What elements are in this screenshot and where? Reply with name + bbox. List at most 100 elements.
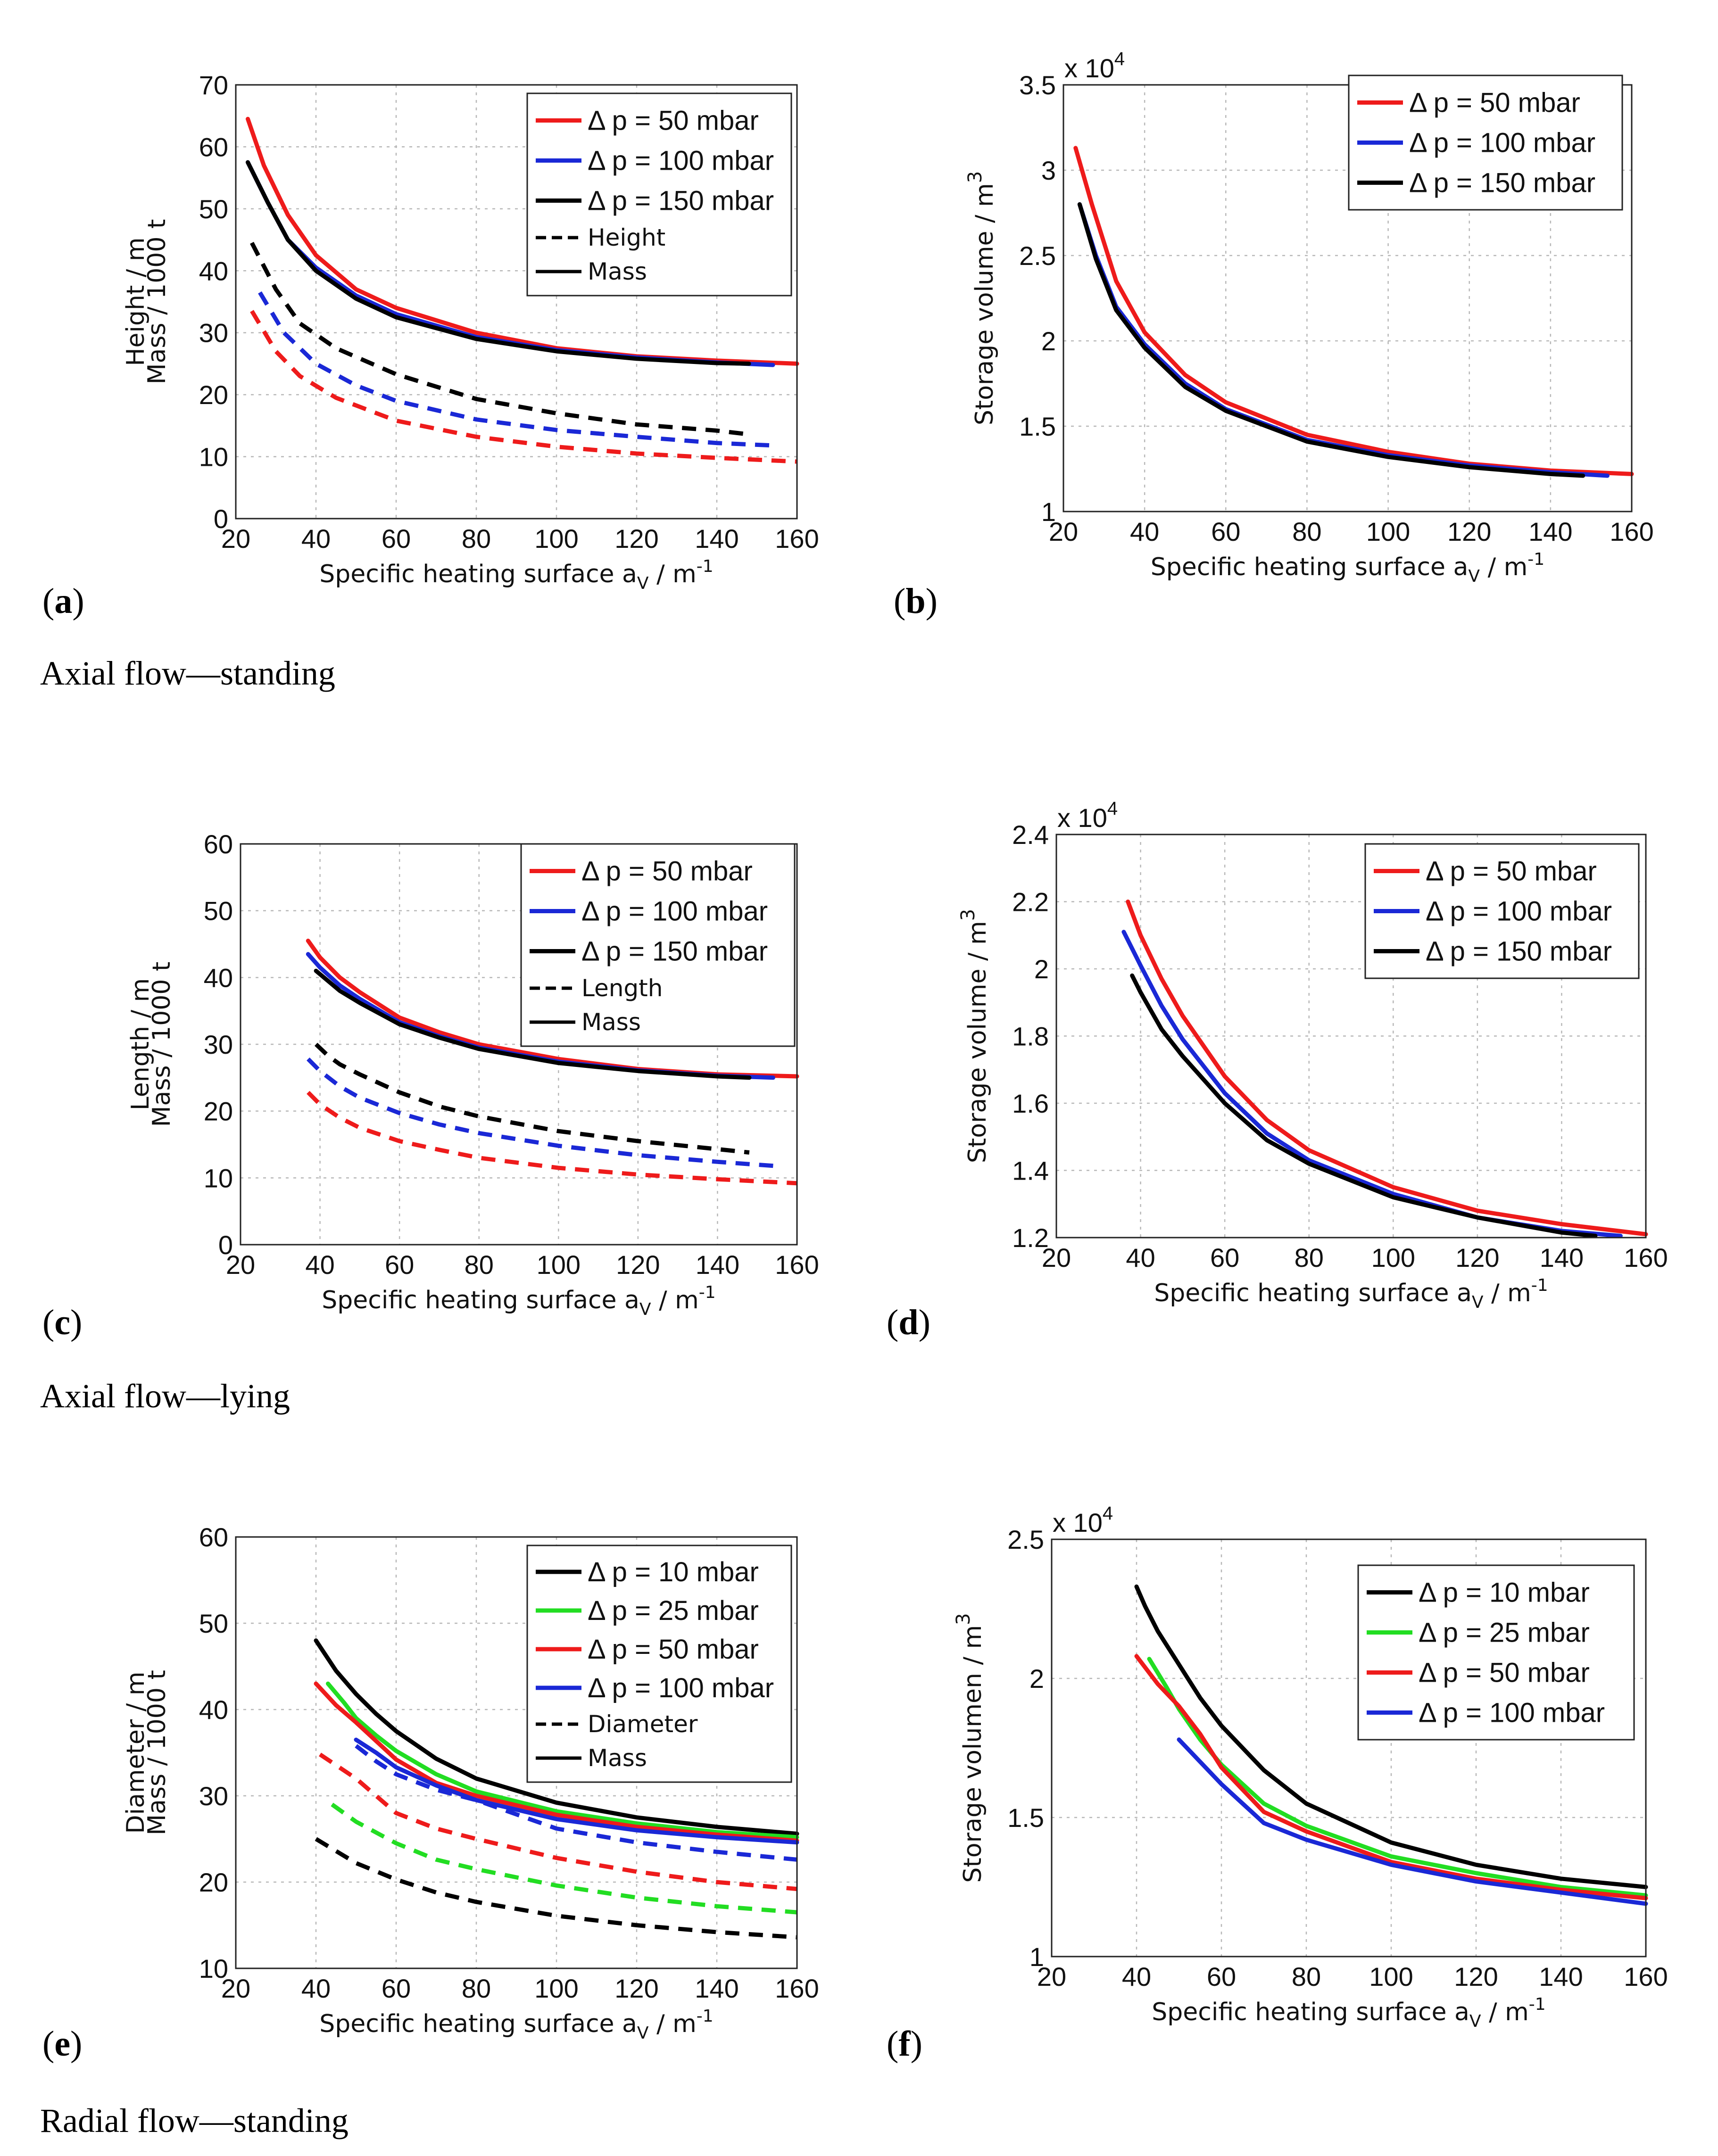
series-line-1 [1134,1584,1648,1889]
x-tick-label: 120 [1447,517,1491,546]
x-axis-label: Specific heating surface aV / m-1 [319,557,713,593]
plot-frame [240,843,798,1246]
legend-label: Δ p = 10 mbar [588,1557,759,1587]
series-line-4 [307,1090,797,1186]
legend: Δ p = 50 mbar Δ p = 100 mbar Δ p = 150 mba… [1348,74,1623,211]
x-tick-label: 40 [1126,1243,1155,1272]
caption-axial-lying: Axial flow—lying [40,1377,290,1415]
y-axis-label: Height / m [122,237,150,366]
y-axis-label: Diameter / m [122,1672,150,1834]
x-tick-label: 120 [614,1974,658,2003]
x-axis-label: Specific heating surface aV / m-1 [322,1283,715,1319]
legend-label: Δ p = 150 mbar [1426,936,1612,967]
legend-label: Δ p = 50 mbar [588,1634,759,1665]
legend: Δ p = 50 mbar Δ p = 100 mbar Δ p = 150 mba… [1364,843,1640,979]
legend-label: Δ p = 100 mbar [588,1673,774,1703]
legend-label: Δ p = 100 mbar [1419,1698,1605,1728]
x-tick-label: 100 [1369,1962,1413,1991]
chart-panel-b: 20 40 60 80 100 120 140 160 1 1.5 2 2.5 3 3.5 x 104 Sto… [894,49,1654,621]
x-tick-label: 40 [301,524,331,553]
y-tick-label: 60 [204,829,233,859]
series-line-5 [258,291,773,448]
series-line-8 [355,1744,797,1862]
x-tick-label: 60 [385,1250,414,1280]
legend-label: Δ p = 100 mbar [1426,896,1612,927]
x-tick-label: 80 [462,524,491,553]
y-tick-label: 60 [199,132,228,162]
y-tick-label: 10 [199,1954,228,1983]
series-line-5 [307,1057,773,1168]
x-tick-label: 100 [534,524,578,553]
legend-label: Δ p = 50 mbar [588,106,759,136]
panel-label: (e) [42,2024,82,2064]
series-line-4 [1177,1737,1648,1906]
series-line-4 [354,1737,799,1845]
chart-panel-f: 20 40 60 80 100 120 140 160 1 1.5 2 2.5 x 104 Storage… [887,1503,1668,2064]
legend-label: Δ p = 150 mbar [581,936,768,967]
x-tick-label: 20 [1037,1962,1066,1991]
panel-label: (c) [42,1303,82,1342]
y-tick-label: 1 [1041,497,1056,527]
legend-label: Δ p = 50 mbar [1409,88,1580,118]
x-tick-label: 80 [465,1250,494,1280]
x-tick-label: 140 [695,1974,739,2003]
y-tick-label: 1.5 [1007,1803,1044,1833]
x-tick-label: 20 [1049,517,1078,546]
y-tick-label: 70 [199,70,228,100]
x-tick-label: 120 [1454,1962,1498,1991]
chart-panel-e: 20 40 60 80 100 120 140 160102030405060Diameter… [42,1522,819,2064]
x-tick-label: 160 [775,1250,819,1280]
y-axis-label: Storage volume / m3 [964,171,999,425]
x-tick-label: 140 [696,1250,739,1280]
series-line-6 [250,242,749,437]
caption-axial-standing: Axial flow—standing [40,654,335,692]
series-line-5 [315,1837,797,1940]
x-tick-label: 40 [301,1974,331,2003]
y-tick-label: 1.6 [1012,1089,1049,1118]
series-line-3 [314,968,752,1080]
y-tick-label: 20 [199,1867,228,1897]
legend-label: Mass [588,258,647,285]
plot-frame [235,1536,798,1969]
x-tick-label: 80 [462,1974,491,2003]
y-tick-label: 50 [199,1609,228,1638]
series-line-3 [246,160,751,366]
y-tick-label: 1.8 [1012,1022,1049,1051]
y-tick-label: 2 [1041,326,1056,356]
legend-label: Mass [581,1008,641,1036]
axis-exponent: x 104 [1053,1503,1113,1537]
axis-exponent: x 104 [1057,798,1118,833]
y-tick-label: 1.2 [1012,1223,1049,1253]
y-tick-label: 10 [204,1163,233,1193]
caption-radial-standing: Radial flow—standing [40,2102,349,2139]
y-axis-label: Storage volumen / m3 [953,1613,987,1883]
y-tick-label: 40 [199,1695,228,1725]
y-axis-label: Mass / 1000 t [143,1670,171,1835]
series-line-3 [314,1681,799,1843]
legend-label: Δ p = 25 mbar [588,1595,759,1626]
x-tick-label: 120 [1455,1243,1499,1272]
x-tick-label: 100 [537,1250,581,1280]
y-axis-label: Mass / 1000 t [148,962,176,1127]
x-tick-label: 60 [382,1974,411,2003]
chart-panel-c: 20 40 60 80 100 120 140 160 0 10 20 30 40 50 60 Length … [42,829,819,1342]
x-tick-label: 20 [221,1974,250,2003]
y-tick-label: 50 [204,896,233,926]
y-tick-label: 2.5 [1007,1525,1044,1554]
legend-label: Δ p = 50 mbar [581,856,753,887]
x-tick-label: 100 [1366,517,1410,546]
x-tick-label: 60 [1211,517,1240,546]
y-tick-label: 20 [199,380,228,410]
x-tick-label: 140 [1539,1962,1583,1991]
x-tick-label: 20 [226,1250,255,1280]
legend-label: Diameter [588,1710,698,1738]
series-line-2 [1077,202,1610,478]
legend-label: Δ p = 50 mbar [1419,1658,1590,1688]
x-tick-label: 120 [616,1250,660,1280]
x-tick-label: 80 [1292,517,1321,546]
legend-label: Δ p = 150 mbar [1409,168,1595,198]
series-line-4 [250,310,797,464]
x-tick-label: 60 [1210,1243,1239,1272]
y-axis-label: Mass / 1000 t [143,219,171,385]
series-line-1 [1126,900,1648,1237]
